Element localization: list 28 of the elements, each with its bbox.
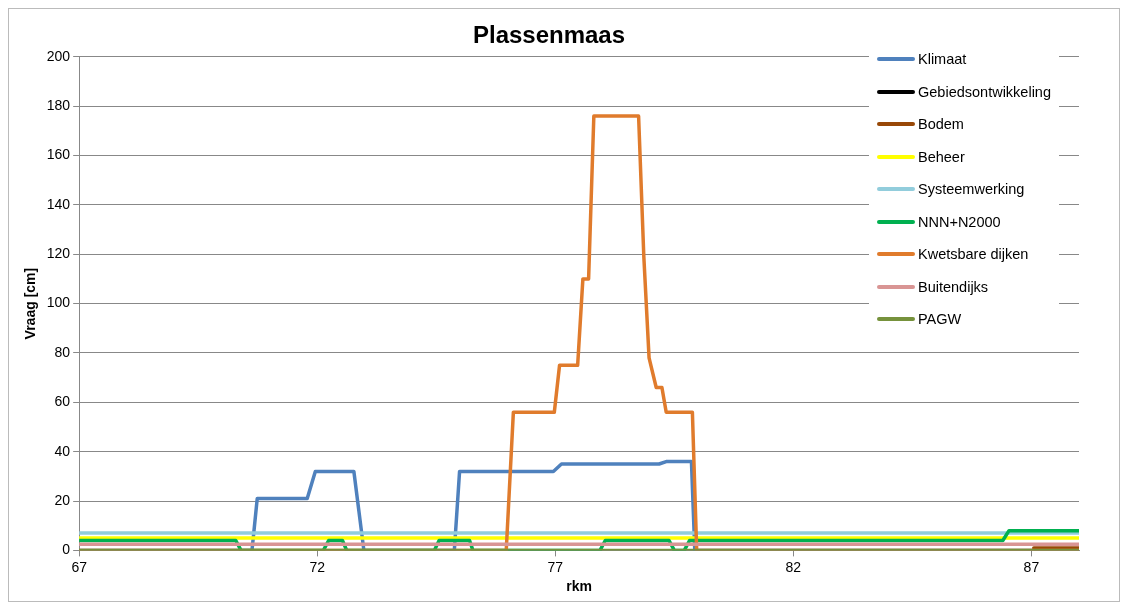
y-tick-label: 200 xyxy=(46,47,71,64)
x-tick-label: 82 xyxy=(785,558,802,575)
y-tick-label: 140 xyxy=(46,195,71,212)
legend-label: Gebiedsontwikkeling xyxy=(918,83,1051,100)
legend-label: PAGW xyxy=(918,311,962,328)
x-tick-label: 72 xyxy=(309,558,326,575)
x-tick-label: 67 xyxy=(71,558,88,575)
legend-label: Systeemwerking xyxy=(918,181,1025,198)
y-tick-label: 80 xyxy=(54,343,71,360)
y-axis-title: Vraag [cm] xyxy=(22,267,39,340)
legend-label: Kwetsbare dijken xyxy=(918,246,1029,263)
legend-label: Bodem xyxy=(918,116,964,133)
x-axis-title: rkm xyxy=(566,578,592,595)
legend-label: Beheer xyxy=(918,148,965,165)
y-tick-label: 0 xyxy=(62,541,71,558)
y-tick-label: 40 xyxy=(54,442,71,459)
x-tick-label: 87 xyxy=(1023,558,1040,575)
y-tick-label: 180 xyxy=(46,97,71,114)
y-tick-label: 20 xyxy=(54,491,71,508)
y-tick-label: 60 xyxy=(54,393,71,410)
legend-label: NNN+N2000 xyxy=(918,213,1001,230)
y-tick-label: 160 xyxy=(46,146,71,163)
y-tick-label: 100 xyxy=(46,294,71,311)
legend-label: Klimaat xyxy=(918,51,967,68)
chart-title: Plassenmaas xyxy=(472,21,626,49)
x-tick-label: 77 xyxy=(547,558,564,575)
y-tick-label: 120 xyxy=(46,245,71,262)
legend-label: Buitendijks xyxy=(918,278,989,295)
